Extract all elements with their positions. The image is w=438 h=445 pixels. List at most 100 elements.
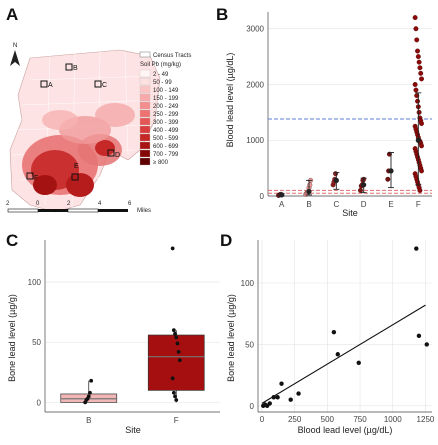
panel-d-point xyxy=(275,395,280,400)
panel-b-point xyxy=(419,121,424,126)
panel-d-ytick: 0 xyxy=(250,402,255,411)
panel-c-point xyxy=(174,335,179,340)
panel-d-point xyxy=(424,342,429,347)
panel-b-mean-marker xyxy=(415,137,421,143)
panel-b-point xyxy=(307,182,313,188)
panel-d-point xyxy=(416,333,422,339)
panel-c-ytick: 50 xyxy=(32,338,41,347)
panel-b-point xyxy=(358,187,363,193)
panel-letter-a: A xyxy=(6,5,18,24)
panel-d-point xyxy=(414,246,419,251)
site-marker-c: C xyxy=(94,80,107,89)
scale-unit: Miles xyxy=(137,208,151,214)
panel-d-ytick: 50 xyxy=(245,340,254,349)
legend-swatch xyxy=(139,69,151,78)
panel-letter-c: C xyxy=(6,231,18,250)
site-marker-d: D xyxy=(107,149,120,159)
panel-d-xtick: 1000 xyxy=(384,415,402,424)
svg-text:6: 6 xyxy=(128,201,132,207)
panel-c-point xyxy=(170,246,175,251)
panel-c-point xyxy=(171,390,176,395)
svg-text:C: C xyxy=(102,82,107,89)
panel-d-xtick: 250 xyxy=(288,415,302,424)
panel-d-point xyxy=(279,381,284,386)
legend-item-label: 50 - 99 xyxy=(153,80,172,86)
panel-b-xtick: F xyxy=(416,200,421,209)
north-label: N xyxy=(13,43,17,49)
panel-d-ytick: 100 xyxy=(241,279,255,288)
panel-b-point xyxy=(419,168,424,174)
svg-text:2: 2 xyxy=(6,201,10,207)
site-marker-a: A xyxy=(40,80,53,89)
panel-c-point xyxy=(173,331,177,336)
panel-c-chart: C 0 50 100 B F Site Bone lead level (µg/g) xyxy=(6,231,220,435)
panel-d-point xyxy=(296,391,301,396)
panel-d-xlabel: Blood lead level (µg/dL) xyxy=(298,425,393,435)
panel-d-point xyxy=(356,360,361,366)
panel-d-point xyxy=(267,401,272,406)
legend-swatch xyxy=(139,109,151,118)
panel-c-ylabel: Bone lead level (µg/g) xyxy=(7,294,17,382)
svg-text:D: D xyxy=(115,152,120,159)
legend-swatch xyxy=(139,77,151,86)
svg-text:F: F xyxy=(34,175,38,182)
legend-item-label: 150 - 199 xyxy=(153,96,179,102)
svg-text:B: B xyxy=(73,65,78,72)
panel-b-point xyxy=(415,54,421,60)
legend-item-label: 600 - 699 xyxy=(153,144,179,150)
panel-c-point xyxy=(86,394,91,399)
panel-c-point xyxy=(170,376,175,381)
legend-swatch xyxy=(139,125,151,134)
panel-c-xtick: B xyxy=(86,416,91,425)
legend-swatch xyxy=(139,149,151,158)
panel-b-point xyxy=(413,26,419,32)
panel-b-point xyxy=(415,98,420,104)
site-marker-f: F xyxy=(26,172,38,182)
legend-swatch xyxy=(139,141,151,150)
panel-c-point xyxy=(89,378,94,383)
map-legend: Census Tracts Soil Pb (mg/kg) 2 - 49 50 -… xyxy=(139,51,191,166)
legend-swatch xyxy=(139,157,151,166)
panel-c-point xyxy=(171,328,176,333)
panel-b-point xyxy=(416,59,422,65)
panel-b-ytick: 3000 xyxy=(246,25,264,34)
panel-letter-b: B xyxy=(216,5,228,24)
legend-tracts-label: Census Tracts xyxy=(153,53,191,59)
legend-item-label: 700 - 799 xyxy=(153,152,179,158)
legend-title: Soil Pb (mg/kg) xyxy=(140,62,181,68)
panel-c-point xyxy=(176,349,181,354)
panel-c-ytick: 100 xyxy=(28,278,42,287)
svg-text:A: A xyxy=(48,82,53,89)
panel-c-point xyxy=(175,341,180,346)
panel-d-xtick: 1250 xyxy=(417,415,435,424)
legend-item-label: 400 - 499 xyxy=(153,128,179,134)
legend-item-label: 2 - 49 xyxy=(153,72,169,78)
svg-text:2: 2 xyxy=(67,201,71,207)
legend-swatch xyxy=(139,93,151,102)
panel-b-mean-marker xyxy=(279,192,285,198)
panel-d-ylabel: Bone lead level (µg/g) xyxy=(226,294,236,382)
panel-b-ytick: 0 xyxy=(260,192,265,201)
soil-lead-hotspots xyxy=(22,103,135,197)
panel-c-ytick: 0 xyxy=(37,398,42,407)
legend-items: 2 - 49 50 - 99 100 - 149 150 - 199 200 - 249… xyxy=(139,69,179,166)
legend-swatch xyxy=(139,85,151,94)
legend-item-label: 500 - 599 xyxy=(153,136,179,142)
panel-b-ylabel: Blood lead level (µg/dL) xyxy=(225,53,235,148)
panel-d-xtick: 500 xyxy=(321,415,335,424)
panel-b-ytick: 2000 xyxy=(246,80,264,89)
svg-text:E: E xyxy=(74,163,79,170)
panel-d-xtick: 0 xyxy=(260,415,265,424)
legend-item-label: 100 - 149 xyxy=(153,88,179,94)
panel-a-map: A N xyxy=(6,5,191,217)
site-marker-b: B xyxy=(65,63,78,72)
panel-b-xtick: B xyxy=(306,200,311,209)
panel-b-point xyxy=(415,48,420,54)
panel-c-xlabel: Site xyxy=(125,425,141,435)
panel-b-point xyxy=(385,176,391,182)
panel-b-mean-marker xyxy=(361,182,367,188)
panel-c-point xyxy=(88,390,92,395)
panel-b-point xyxy=(417,187,423,193)
panel-b-mean-marker xyxy=(333,177,339,183)
panel-b-mean-marker xyxy=(388,168,394,174)
